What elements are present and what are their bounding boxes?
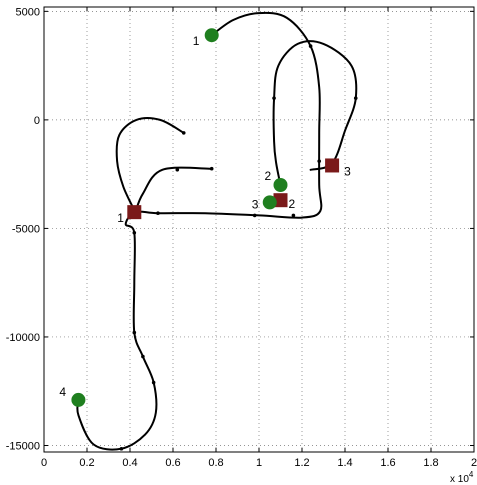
y-tick-label: -10000 <box>6 332 40 344</box>
path-node <box>141 354 145 359</box>
x-tick-label: 0.2 <box>79 457 94 469</box>
x-tick-label: 1.4 <box>337 457 352 469</box>
y-tick-label: 0 <box>34 115 40 127</box>
trajectory-path-2 <box>272 40 358 186</box>
x-tick-label: 0.4 <box>122 457 137 469</box>
axis-ticks: 0 0.2 0.4 0.6 0.8 1 1.2 1.4 1.6 1.8 2 5000 0 -5000 -10… <box>6 6 477 469</box>
circle-waypoint-marker <box>262 195 277 210</box>
circle-waypoint-marker <box>71 392 86 407</box>
circle-waypoint-label: 2 <box>265 169 272 183</box>
x-tick-label: 0.8 <box>208 457 223 469</box>
path-node <box>156 211 160 216</box>
square-waypoint-label: 3 <box>344 164 351 178</box>
path-node <box>353 96 358 100</box>
square-waypoint-label: 1 <box>117 211 124 225</box>
x-tick-label: 0.6 <box>165 457 180 469</box>
y-tick-label: -5000 <box>12 223 40 235</box>
square-waypoint-marker <box>273 193 288 208</box>
circle-waypoint-label: 3 <box>252 197 259 211</box>
circle-waypoint-marker <box>273 178 288 192</box>
path-node <box>291 213 296 218</box>
x-tick-label: 1.2 <box>294 457 309 469</box>
x-tick-label: 1 <box>256 457 262 469</box>
trajectory-path-1 <box>76 11 323 451</box>
path-node <box>252 213 257 218</box>
path-node <box>119 446 124 451</box>
square-waypoint-marker <box>127 205 142 220</box>
y-tick-label: 5000 <box>16 6 40 18</box>
path-node <box>272 96 276 100</box>
square-waypoint-marker <box>325 158 340 173</box>
path-node <box>132 330 137 335</box>
path-node <box>308 44 313 48</box>
circle-waypoint-marker <box>204 28 219 43</box>
circle-waypoint-label: 1 <box>193 34 200 48</box>
y-tick-label: -15000 <box>6 440 40 452</box>
circle-waypoint-label: 4 <box>59 385 66 399</box>
path-node <box>209 166 214 171</box>
grid <box>44 7 474 452</box>
x-tick-label: 0 <box>41 457 47 469</box>
x-tick-label: 2 <box>471 457 477 469</box>
axes-frame <box>43 6 475 453</box>
x-tick-label: 1.6 <box>380 457 395 469</box>
trajectory-path-3 <box>115 117 185 214</box>
trajectory-path-4 <box>134 166 213 214</box>
path-node <box>175 168 180 172</box>
path-node <box>132 230 137 235</box>
path-node <box>317 159 322 163</box>
path-node <box>151 380 156 385</box>
path-node <box>181 131 186 135</box>
x-tick-label: 1.8 <box>423 457 438 469</box>
square-waypoint-label: 2 <box>289 197 296 211</box>
x-axis-exponent-label: x 104 <box>450 470 474 485</box>
trajectory-paths <box>76 11 358 451</box>
